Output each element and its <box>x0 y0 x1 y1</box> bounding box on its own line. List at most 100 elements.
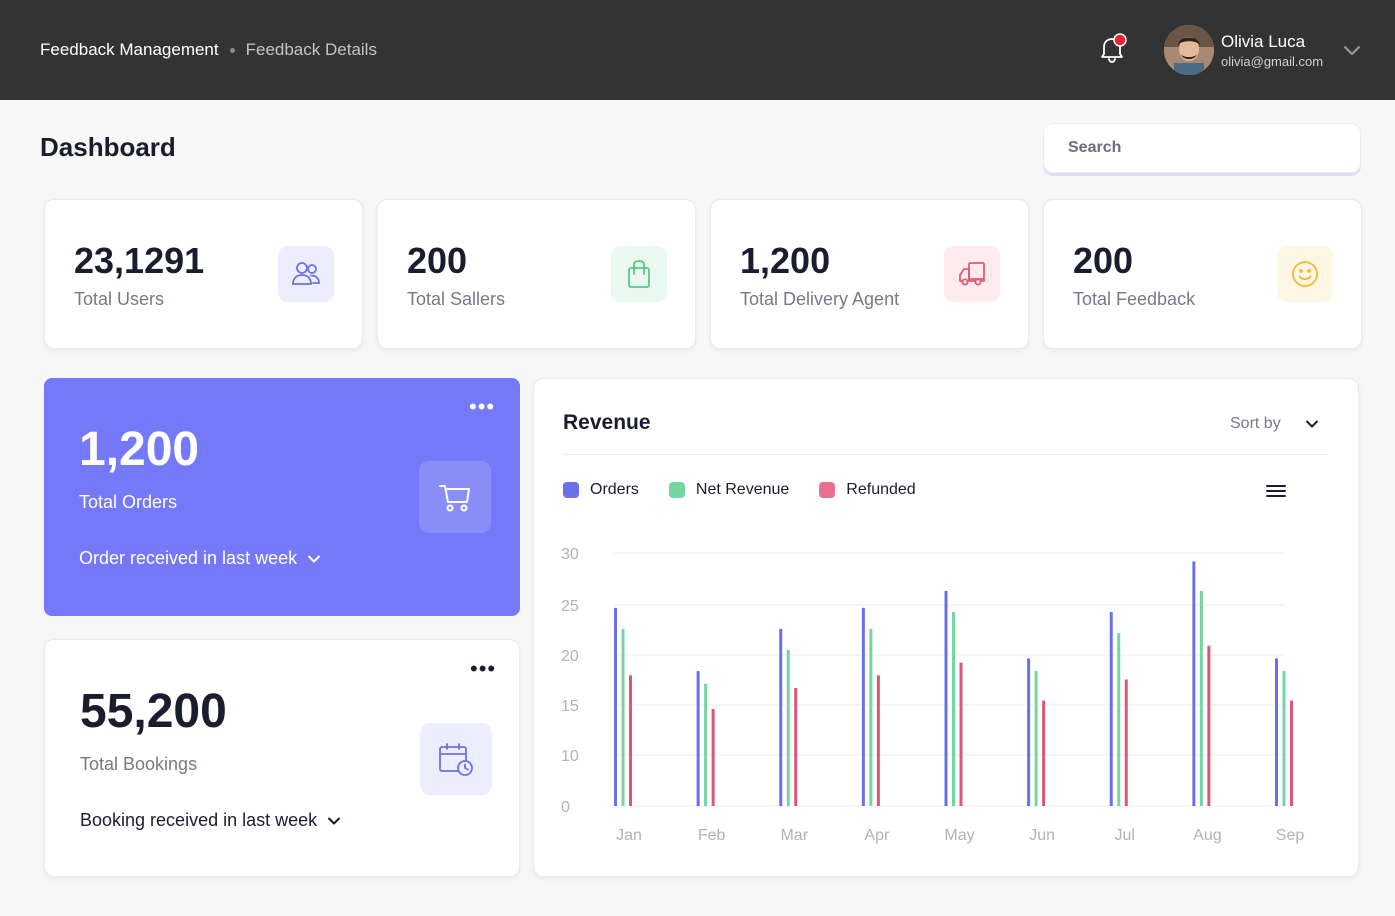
breadcrumb: Feedback Management Feedback Details <box>40 40 377 60</box>
chevron-down-icon <box>328 817 341 824</box>
bookings-label: Total Bookings <box>80 754 198 774</box>
bar-orders-jul[interactable] <box>1109 612 1113 806</box>
bookings-value: 55,200 <box>80 685 227 738</box>
bar-orders-may[interactable] <box>944 590 948 806</box>
x-tick-label: Feb <box>698 827 726 844</box>
stat-card-delivery-agents[interactable]: 1,200 Total Delivery Agent <box>710 199 1029 349</box>
y-tick-label: 20 <box>561 648 579 665</box>
chevron-down-icon[interactable] <box>1342 42 1362 58</box>
x-tick-label: Sep <box>1276 827 1305 844</box>
divider <box>563 454 1329 455</box>
orders-card: ••• 1,200 Total Orders Order received in… <box>44 378 520 616</box>
shopping-bag-icon <box>611 246 667 302</box>
bookings-card: ••• 55,200 Total Bookings Booking receiv… <box>44 639 520 877</box>
x-tick-label: Aug <box>1193 827 1221 844</box>
orders-value: 1,200 <box>79 423 200 476</box>
x-tick-label: Jul <box>1115 827 1135 844</box>
users-icon <box>278 246 334 302</box>
bar-orders-feb[interactable] <box>696 671 700 806</box>
bar-refunded-jul[interactable] <box>1124 679 1128 807</box>
orders-period-label: Order received in last week <box>79 548 298 568</box>
bookings-period-dropdown[interactable]: Booking received in last week <box>80 810 341 831</box>
bar-refunded-sep[interactable] <box>1290 700 1293 806</box>
chevron-down-icon <box>1305 420 1318 428</box>
x-tick-label: Apr <box>864 827 890 844</box>
legend-swatch <box>819 482 836 498</box>
bar-net-revenue-feb[interactable] <box>704 683 708 806</box>
legend-item-orders[interactable]: Orders <box>563 481 639 499</box>
cart-icon <box>419 461 491 533</box>
stat-label: Total Sallers <box>407 289 506 309</box>
chevron-down-icon <box>308 555 321 562</box>
x-tick-label: Jan <box>616 827 642 844</box>
bar-refunded-jan[interactable] <box>629 675 632 806</box>
revenue-title: Revenue <box>563 411 651 434</box>
chart-legend: Orders Net Revenue Refunded <box>563 481 916 499</box>
user-name[interactable]: Olivia Luca <box>1221 32 1306 51</box>
bar-orders-jan[interactable] <box>614 607 617 806</box>
legend-label: Refunded <box>846 481 916 498</box>
stat-value: 1,200 <box>740 240 831 281</box>
bar-refunded-feb[interactable] <box>711 709 715 806</box>
orders-period-dropdown[interactable]: Order received in last week <box>79 548 321 569</box>
bar-orders-mar[interactable] <box>779 628 783 806</box>
bar-orders-sep[interactable] <box>1275 658 1278 806</box>
bar-orders-apr[interactable] <box>861 607 865 806</box>
y-tick-label: 10 <box>561 748 579 765</box>
x-tick-label: Mar <box>780 827 808 844</box>
page-title: Dashboard <box>40 132 176 162</box>
stat-card-sellers[interactable]: 200 Total Sallers <box>377 199 696 349</box>
bar-net-revenue-jun[interactable] <box>1034 671 1038 806</box>
revenue-chart: 30 25 20 15 10 0 Jan Feb Mar Apr May Jun Jul Aug Sep <box>561 546 1305 844</box>
stat-value: 200 <box>407 240 468 281</box>
revenue-card: Revenue Sort by Orders Net Revenue Refun… <box>533 378 1359 877</box>
calendar-clock-icon <box>420 723 492 795</box>
legend-item-refunded[interactable]: Refunded <box>819 481 916 499</box>
y-tick-label: 30 <box>561 546 579 563</box>
bookings-period-label: Booking received in last week <box>80 810 318 830</box>
top-bar: Feedback Management Feedback Details Oli… <box>0 0 1395 100</box>
bell-icon[interactable] <box>1096 32 1130 66</box>
sort-by-label: Sort by <box>1230 415 1281 432</box>
x-tick-label: Jun <box>1029 827 1055 844</box>
legend-swatch <box>668 482 685 498</box>
smiley-icon <box>1277 246 1333 302</box>
breadcrumb-item-feedback-details: Feedback Details <box>245 40 377 59</box>
bar-net-revenue-may[interactable] <box>952 612 955 806</box>
x-tick-label: May <box>944 827 974 844</box>
search-input[interactable] <box>1043 123 1361 173</box>
bar-net-revenue-mar[interactable] <box>786 649 790 806</box>
bar-refunded-jun[interactable] <box>1042 700 1046 806</box>
bar-refunded-mar[interactable] <box>794 687 798 806</box>
bar-orders-jun[interactable] <box>1027 658 1031 806</box>
y-tick-label: 0 <box>561 799 570 816</box>
stat-label: Total Feedback <box>1073 289 1196 309</box>
hamburger-menu-icon[interactable] <box>1265 483 1287 499</box>
bar-net-revenue-jul[interactable] <box>1117 633 1121 806</box>
sort-by-dropdown[interactable]: Sort by <box>1230 415 1319 433</box>
more-options-icon[interactable]: ••• <box>469 394 496 419</box>
orders-label: Total Orders <box>79 492 178 512</box>
legend-label: Orders <box>590 481 639 498</box>
legend-item-net-revenue[interactable]: Net Revenue <box>668 481 790 499</box>
bar-net-revenue-apr[interactable] <box>869 628 873 806</box>
avatar[interactable] <box>1164 25 1214 75</box>
stat-card-feedback[interactable]: 200 Total Feedback <box>1043 199 1362 349</box>
bar-net-revenue-sep[interactable] <box>1282 671 1286 806</box>
bar-net-revenue-jan[interactable] <box>621 628 625 806</box>
user-email: olivia@gmail.com <box>1221 54 1324 69</box>
notification-dot <box>1113 33 1127 47</box>
breadcrumb-separator <box>229 47 235 53</box>
stat-card-users[interactable]: 23,1291 Total Users <box>44 199 363 349</box>
breadcrumb-item-feedback-management[interactable]: Feedback Management <box>40 40 219 59</box>
bar-net-revenue-aug[interactable] <box>1199 590 1203 806</box>
bar-refunded-aug[interactable] <box>1207 645 1211 806</box>
truck-icon <box>944 246 1000 302</box>
y-tick-label: 25 <box>561 598 579 615</box>
more-options-icon[interactable]: ••• <box>470 656 497 681</box>
bar-refunded-apr[interactable] <box>876 675 880 806</box>
bar-orders-aug[interactable] <box>1192 561 1196 806</box>
bar-refunded-may[interactable] <box>959 662 963 806</box>
stat-value: 200 <box>1073 240 1134 281</box>
legend-label: Net Revenue <box>695 481 790 498</box>
